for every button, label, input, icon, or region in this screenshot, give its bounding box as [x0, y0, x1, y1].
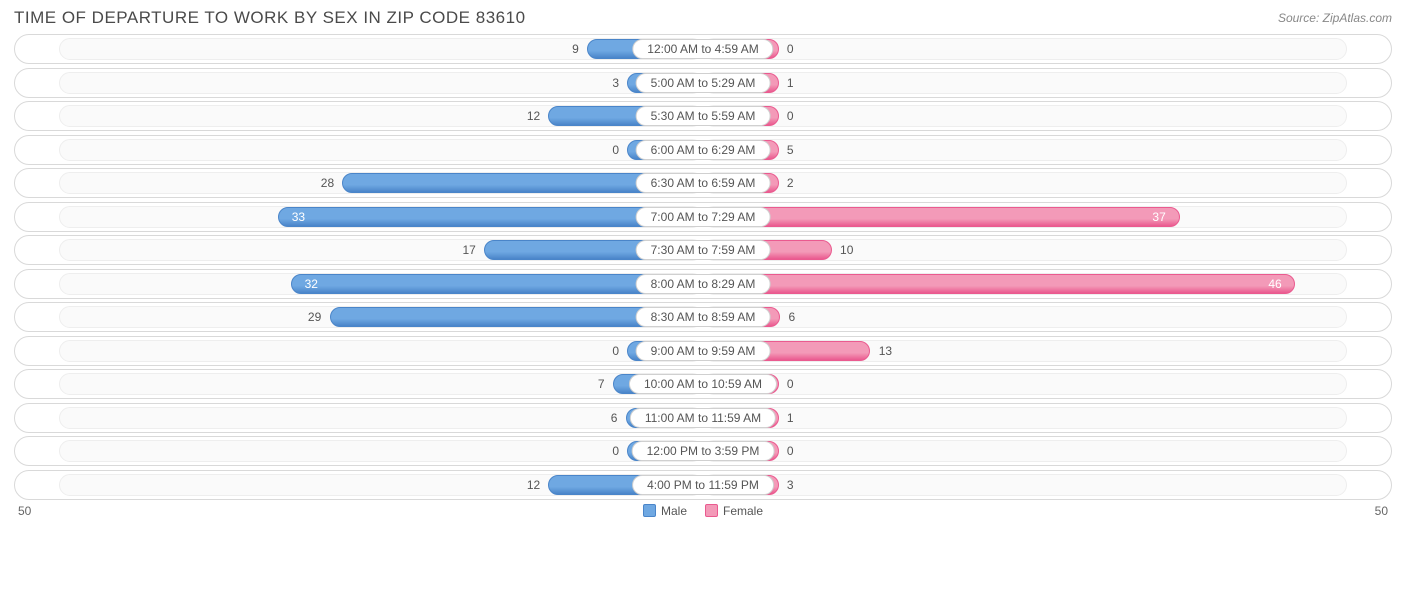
- chart-row: 6 1 11:00 AM to 11:59 AM: [14, 403, 1392, 433]
- bar-female: [703, 274, 1295, 294]
- chart-row: 33 37 7:00 AM to 7:29 AM: [14, 202, 1392, 232]
- value-female: 37: [1152, 210, 1165, 224]
- value-female: 5: [787, 143, 794, 157]
- chart-row: 12 3 4:00 PM to 11:59 PM: [14, 470, 1392, 500]
- row-label: 5:30 AM to 5:59 AM: [636, 106, 771, 126]
- value-female: 0: [787, 444, 794, 458]
- legend-swatch: [643, 504, 656, 517]
- chart-row: 0 13 9:00 AM to 9:59 AM: [14, 336, 1392, 366]
- row-label: 7:00 AM to 7:29 AM: [636, 207, 771, 227]
- value-male: 33: [292, 210, 305, 224]
- row-label: 4:00 PM to 11:59 PM: [632, 475, 774, 495]
- value-male: 29: [308, 310, 321, 324]
- value-female: 0: [787, 109, 794, 123]
- diverging-bar-chart: 9 0 12:00 AM to 4:59 AM 3 1 5:00 AM to 5:29 A…: [14, 34, 1392, 500]
- row-label: 12:00 AM to 4:59 AM: [632, 39, 773, 59]
- axis-max-right: 50: [1375, 504, 1388, 518]
- value-male: 32: [305, 277, 318, 291]
- value-female: 0: [787, 377, 794, 391]
- row-label: 6:00 AM to 6:29 AM: [636, 140, 771, 160]
- chart-row: 3 1 5:00 AM to 5:29 AM: [14, 68, 1392, 98]
- value-male: 7: [598, 377, 605, 391]
- chart-row: 29 6 8:30 AM to 8:59 AM: [14, 302, 1392, 332]
- track-left: [59, 440, 703, 462]
- value-female: 2: [787, 176, 794, 190]
- value-male: 17: [462, 243, 475, 257]
- chart-source: Source: ZipAtlas.com: [1278, 11, 1392, 25]
- axis-max-left: 50: [18, 504, 31, 518]
- bar-female: [703, 207, 1180, 227]
- value-female: 3: [787, 478, 794, 492]
- chart-title: TIME OF DEPARTURE TO WORK BY SEX IN ZIP …: [14, 8, 526, 28]
- value-male: 28: [321, 176, 334, 190]
- value-male: 0: [612, 344, 619, 358]
- track-right: [703, 139, 1347, 161]
- track-left: [59, 407, 703, 429]
- row-label: 8:30 AM to 8:59 AM: [636, 307, 771, 327]
- row-label: 9:00 AM to 9:59 AM: [636, 341, 771, 361]
- row-label: 7:30 AM to 7:59 AM: [636, 240, 771, 260]
- legend-label: Female: [723, 504, 763, 518]
- chart-row: 0 0 12:00 PM to 3:59 PM: [14, 436, 1392, 466]
- track-right: [703, 105, 1347, 127]
- chart-row: 32 46 8:00 AM to 8:29 AM: [14, 269, 1392, 299]
- track-left: [59, 340, 703, 362]
- value-female: 46: [1268, 277, 1281, 291]
- track-right: [703, 407, 1347, 429]
- value-female: 6: [789, 310, 796, 324]
- chart-row: 9 0 12:00 AM to 4:59 AM: [14, 34, 1392, 64]
- chart-footer: 50 Male Female 50: [14, 504, 1392, 518]
- legend-label: Male: [661, 504, 687, 518]
- track-right: [703, 38, 1347, 60]
- value-male: 3: [612, 76, 619, 90]
- row-label: 5:00 AM to 5:29 AM: [636, 73, 771, 93]
- value-male: 0: [612, 143, 619, 157]
- value-female: 10: [840, 243, 853, 257]
- value-male: 9: [572, 42, 579, 56]
- row-label: 12:00 PM to 3:59 PM: [632, 441, 775, 461]
- value-female: 1: [787, 76, 794, 90]
- row-label: 8:00 AM to 8:29 AM: [636, 274, 771, 294]
- value-male: 12: [527, 478, 540, 492]
- legend-item: Male: [643, 504, 687, 518]
- legend-item: Female: [705, 504, 763, 518]
- track-left: [59, 139, 703, 161]
- track-right: [703, 306, 1347, 328]
- value-female: 0: [787, 42, 794, 56]
- track-right: [703, 72, 1347, 94]
- track-left: [59, 72, 703, 94]
- chart-row: 17 10 7:30 AM to 7:59 AM: [14, 235, 1392, 265]
- row-label: 10:00 AM to 10:59 AM: [629, 374, 777, 394]
- chart-row: 7 0 10:00 AM to 10:59 AM: [14, 369, 1392, 399]
- value-male: 12: [527, 109, 540, 123]
- track-right: [703, 172, 1347, 194]
- row-label: 6:30 AM to 6:59 AM: [636, 173, 771, 193]
- chart-row: 0 5 6:00 AM to 6:29 AM: [14, 135, 1392, 165]
- chart-row: 28 2 6:30 AM to 6:59 AM: [14, 168, 1392, 198]
- chart-row: 12 0 5:30 AM to 5:59 AM: [14, 101, 1392, 131]
- value-male: 0: [612, 444, 619, 458]
- track-left: [59, 373, 703, 395]
- value-female: 1: [787, 411, 794, 425]
- legend: Male Female: [643, 504, 763, 518]
- row-label: 11:00 AM to 11:59 AM: [630, 408, 776, 428]
- track-right: [703, 474, 1347, 496]
- value-male: 6: [611, 411, 618, 425]
- value-female: 13: [879, 344, 892, 358]
- track-right: [703, 373, 1347, 395]
- chart-header: TIME OF DEPARTURE TO WORK BY SEX IN ZIP …: [14, 8, 1392, 28]
- legend-swatch: [705, 504, 718, 517]
- track-right: [703, 440, 1347, 462]
